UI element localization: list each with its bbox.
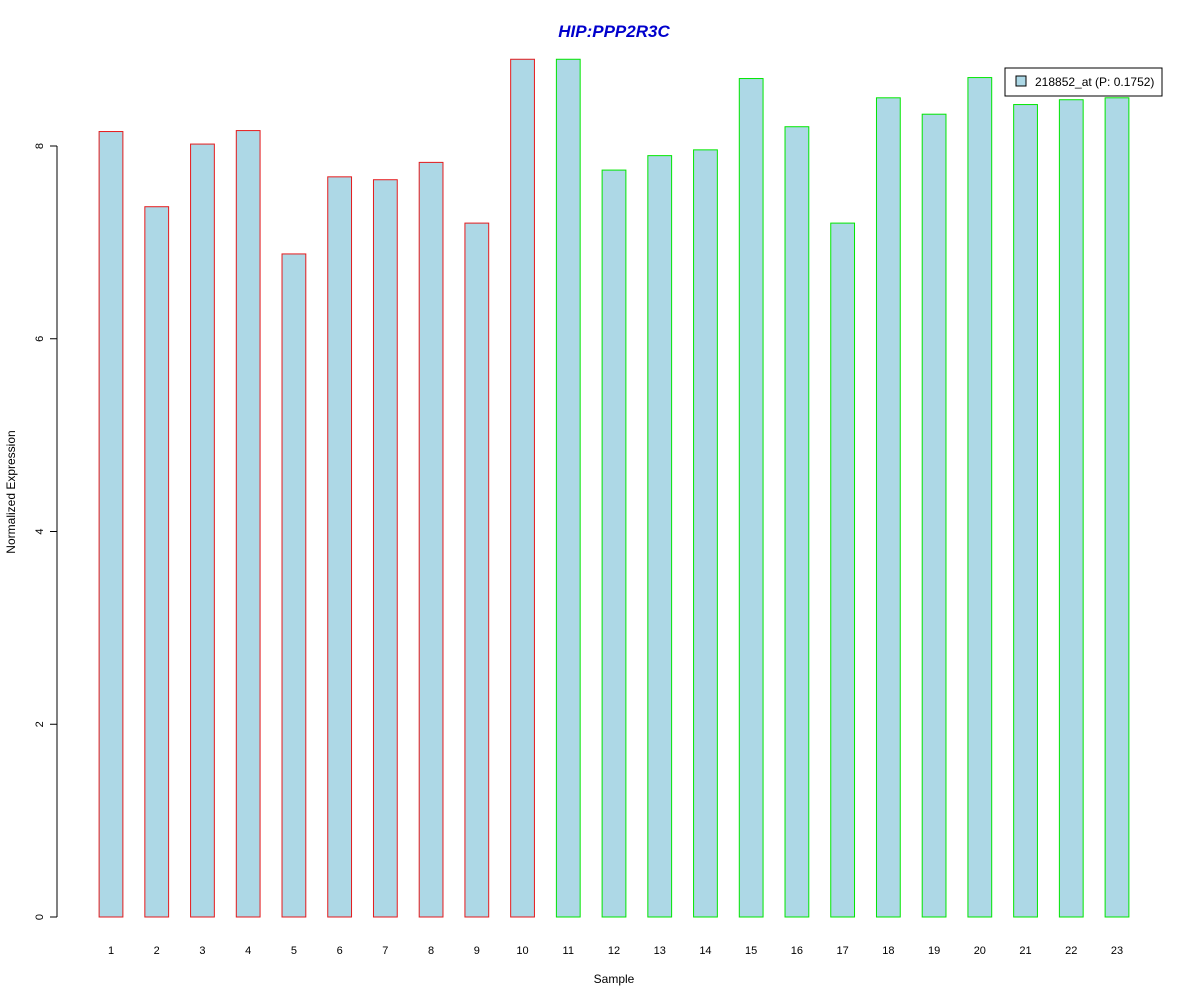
x-tick-label: 7 [382, 945, 388, 957]
bar-sample-14 [693, 149, 718, 918]
legend-swatch [1015, 75, 1027, 87]
x-tick-label: 16 [791, 945, 803, 957]
x-tick-label: 1 [108, 945, 114, 957]
x-tick-label: 13 [654, 945, 666, 957]
y-axis-label: Normalized Expression [4, 430, 18, 553]
bar-sample-11 [555, 58, 581, 918]
y-tick-label: 2 [34, 721, 46, 727]
bar-sample-16 [784, 126, 810, 918]
bar-sample-9 [464, 222, 490, 918]
x-axis-label: Sample [594, 972, 635, 986]
x-tick-label: 23 [1111, 945, 1123, 957]
bar-sample-21 [1013, 104, 1038, 918]
bar-sample-15 [738, 78, 764, 918]
bar-sample-13 [647, 155, 673, 918]
x-tick-label: 6 [337, 945, 343, 957]
x-tick-label: 2 [154, 945, 160, 957]
chart-title: HIP:PPP2R3C [558, 22, 670, 41]
y-axis: 0 2 4 6 8 [34, 143, 58, 920]
bar-sample-12 [601, 169, 627, 918]
y-tick-label: 6 [34, 336, 46, 342]
x-tick-label: 11 [563, 945, 574, 957]
x-tick-label: 15 [745, 945, 757, 957]
x-tick-labels: 1 2 3 4 5 6 7 8 9 10 11 12 13 14 15 16 17 18 19 20 21 22 23 [108, 945, 1123, 957]
bar-sample-2 [144, 206, 170, 918]
x-tick-label: 14 [699, 945, 711, 957]
bar-sample-18 [875, 97, 901, 918]
x-tick-label: 10 [516, 945, 528, 957]
x-tick-label: 20 [974, 945, 986, 957]
legend-entry-label: 218852_at (P: 0.1752) [1035, 75, 1154, 89]
bar-sample-22 [1058, 99, 1084, 918]
x-tick-label: 17 [837, 945, 849, 957]
bar-sample-5 [281, 253, 307, 918]
legend: 218852_at (P: 0.1752) [1004, 67, 1163, 97]
bar-sample-1 [98, 131, 124, 918]
x-tick-label: 12 [608, 945, 620, 957]
legend-box [1004, 67, 1163, 97]
y-tick-label: 0 [34, 914, 46, 920]
bars-group [98, 58, 1130, 918]
bar-sample-17 [830, 222, 856, 918]
x-tick-label: 18 [882, 945, 894, 957]
bar-sample-23 [1104, 97, 1130, 918]
y-tick-label: 4 [34, 528, 46, 534]
x-tick-label: 5 [291, 945, 297, 957]
bar-sample-6 [327, 176, 353, 918]
x-tick-label: 3 [199, 945, 205, 957]
x-tick-label: 4 [245, 945, 251, 957]
x-tick-label: 8 [428, 945, 434, 957]
bar-sample-20 [967, 77, 993, 918]
x-tick-label: 21 [1019, 945, 1031, 957]
bar-sample-4 [235, 130, 261, 918]
x-tick-label: 9 [474, 945, 480, 957]
bar-sample-8 [418, 161, 444, 918]
y-tick-label: 8 [34, 143, 46, 149]
bar-sample-3 [190, 143, 215, 918]
bar-sample-10 [510, 58, 535, 918]
x-tick-label: 19 [928, 945, 940, 957]
x-tick-label: 22 [1065, 945, 1077, 957]
bar-sample-19 [921, 113, 947, 918]
bar-sample-7 [372, 179, 398, 918]
